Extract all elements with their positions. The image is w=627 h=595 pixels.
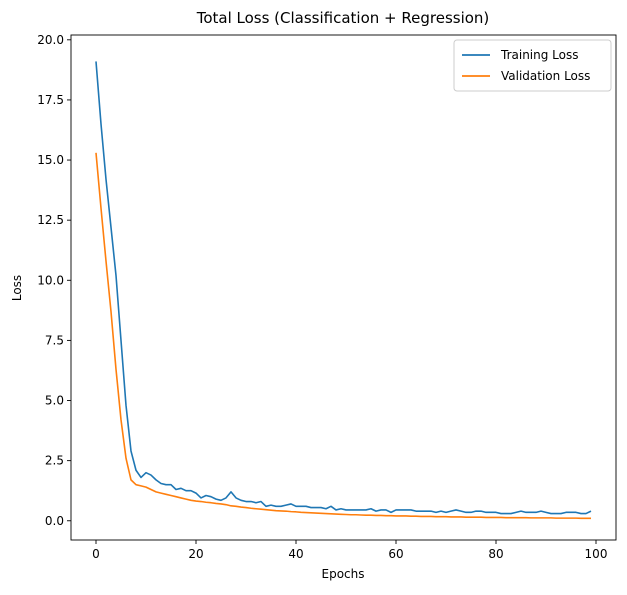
legend-box	[453, 39, 612, 92]
y-tick-label: 0.0	[45, 514, 64, 528]
x-tick-label: 100	[585, 547, 608, 561]
y-tick-label: 17.5	[37, 93, 64, 107]
y-tick-label: 10.0	[37, 273, 64, 287]
series-line-training-loss	[95, 61, 592, 515]
chart-title: Total Loss (Classification + Regression)	[196, 9, 490, 27]
y-tick-label: 15.0	[37, 153, 64, 167]
plot-area: 0 20 40 60 80 100 0.0 2.5 5.0 7.5 10.0 12.5 15.0 17.5…	[37, 33, 617, 561]
legend-label-validation-loss: Validation Loss	[501, 69, 590, 83]
x-tick-label: 40	[288, 547, 303, 561]
series-line-validation-loss	[95, 152, 591, 520]
y-tick-label: 12.5	[37, 213, 64, 227]
plot-frame	[70, 34, 617, 541]
y-tick-label: 20.0	[37, 33, 64, 47]
y-tick-label: 5.0	[45, 394, 64, 408]
x-tick-label: 80	[488, 547, 503, 561]
legend-label-training-loss: Training Loss	[500, 48, 578, 62]
x-tick-label: 0	[92, 547, 100, 561]
y-axis-label: Loss	[10, 275, 24, 301]
x-axis-label: Epochs	[322, 567, 365, 581]
x-tick-label: 20	[188, 547, 203, 561]
y-tick-label: 7.5	[45, 333, 64, 347]
x-tick-label: 60	[388, 547, 403, 561]
y-tick-label: 2.5	[45, 454, 64, 468]
